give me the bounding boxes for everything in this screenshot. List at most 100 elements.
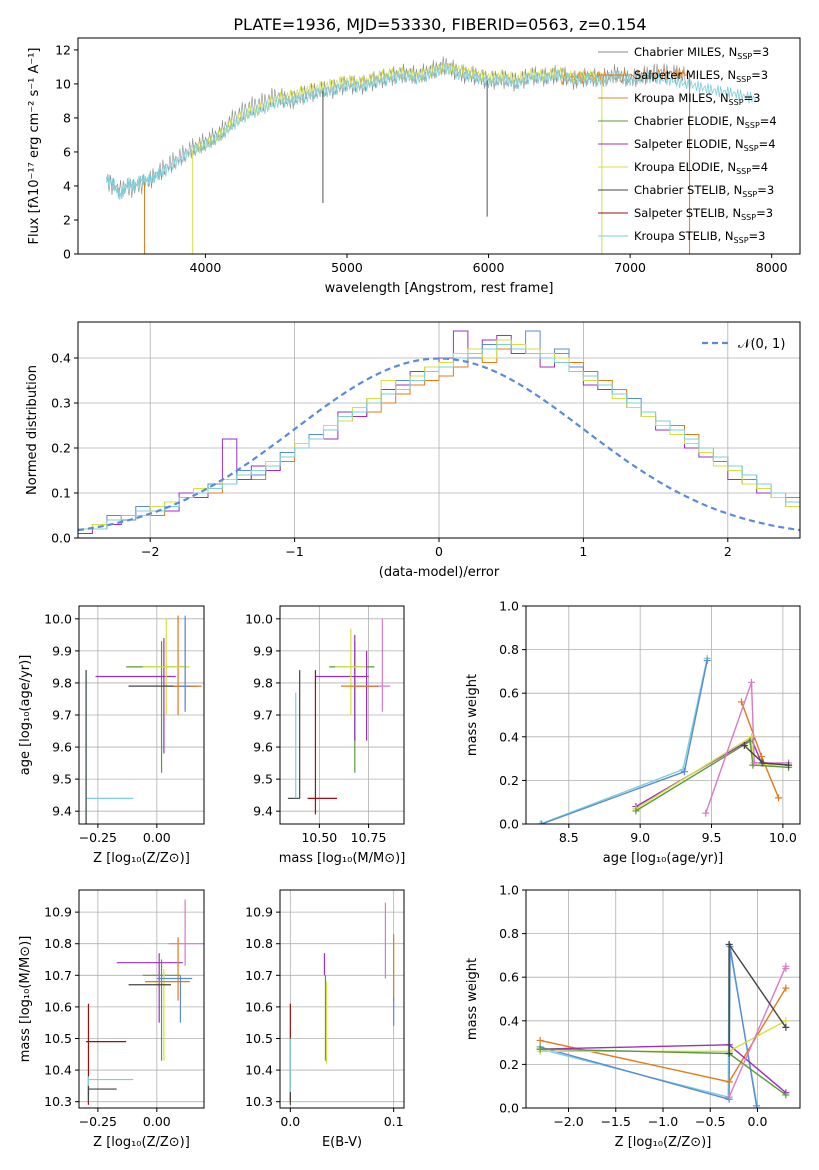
y-tick-label: 10.5 xyxy=(44,1031,72,1046)
y-tick-label: 1.0 xyxy=(499,599,519,614)
figure-title: PLATE=1936, MJD=53330, FIBERID=0563, z=0… xyxy=(233,15,646,34)
plot-area xyxy=(287,618,391,815)
plot-area xyxy=(536,941,790,1108)
legend-label-suffix: =3 xyxy=(749,229,766,243)
y-tick-label: 10.7 xyxy=(245,968,273,983)
weight-marker xyxy=(680,768,688,776)
y-tick-label: 0.0 xyxy=(499,817,519,832)
panels: 4000 5000 6000 7000 8000024681012wavelength … xyxy=(18,37,801,1150)
x-tick-label: 1 xyxy=(579,544,587,559)
weight-series-1 xyxy=(541,660,708,824)
panel-spectrum: 4000 5000 6000 7000 8000 0 2 4 6 8 10 12 wavelength … xyxy=(27,37,801,296)
weight-marker xyxy=(759,759,767,767)
weight-marker xyxy=(753,1102,761,1108)
legend-label: 𝒩(0, 1) xyxy=(738,337,785,352)
x-axis-label: (data-model)/error xyxy=(379,565,500,580)
y-axis-label: mass [log₁₀(M/M⊙)] xyxy=(18,936,33,1063)
y-tick-label: 9.5 xyxy=(253,772,273,787)
axes-frame xyxy=(78,889,205,1109)
y-tick-label: 9.4 xyxy=(52,804,72,819)
y-tick-label: 10.7 xyxy=(44,968,72,983)
x-tick-label: 9.5 xyxy=(702,830,722,845)
legend-label-sub: SSP xyxy=(745,121,760,130)
y-tick-label: 10.9 xyxy=(44,905,72,920)
y-tick-label: 0.0 xyxy=(499,1101,519,1116)
y-tick-label: 9.8 xyxy=(52,675,72,690)
y-tick-label: 0.6 xyxy=(499,686,519,701)
legend-label: Salpeter MILES, NSSP=3 xyxy=(634,68,768,84)
y-tick-label: 9.6 xyxy=(52,740,72,755)
x-axis-label: Z [log₁₀(Z/Z⊙)] xyxy=(93,1135,190,1150)
histogram-series-4 xyxy=(78,344,800,530)
x-tick-label: 7000 xyxy=(614,260,646,275)
x-tick-label: −1 xyxy=(285,544,303,559)
x-axis-label: E(B-V) xyxy=(322,1135,362,1150)
weight-series-0 xyxy=(540,658,708,824)
weight-marker xyxy=(538,820,546,824)
y-tick-label: 9.7 xyxy=(253,708,273,723)
legend-label-suffix: =4 xyxy=(751,160,768,174)
weight-marker xyxy=(725,1093,733,1101)
panel-weight-age: 8.5 9.0 9.5 10.0 0.0 0.2 0.4 0.6 0.8 1.0 age [log₁… xyxy=(465,599,801,866)
y-tick-label: 0.1 xyxy=(51,486,71,501)
panel-age-mass: 10.50 10.75 9.4 9.5 9.6 9.7 9.8 9.9 10.0 mass [lo… xyxy=(245,605,406,866)
legend-label-suffix: =3 xyxy=(744,91,761,105)
axes-frame xyxy=(77,37,801,255)
weight-marker xyxy=(782,964,790,972)
panel-mass-EBV: 0.0 0.1 10.3 10.4 10.5 10.6 10.7 10.8 10.9 E(B-V) xyxy=(245,889,405,1150)
weight-marker xyxy=(536,820,544,824)
weight-marker xyxy=(782,1017,790,1025)
legend-label: Chabrier MILES, NSSP=3 xyxy=(634,45,769,61)
plot-area xyxy=(105,56,757,254)
axes-frame xyxy=(525,605,801,825)
x-tick-label: 2 xyxy=(724,544,732,559)
weight-marker xyxy=(782,1091,790,1099)
y-tick-label: 0.8 xyxy=(499,642,519,657)
weight-marker xyxy=(632,807,640,815)
legend-label-suffix: =3 xyxy=(756,206,773,220)
y-tick-label: 4 xyxy=(63,178,71,193)
y-axis-label: Flux [fλ10⁻¹⁷ erg cm⁻² s⁻¹ A⁻¹] xyxy=(27,48,42,245)
y-tick-label: 10.0 xyxy=(44,611,72,626)
legend-label-sub: SSP xyxy=(744,144,759,153)
y-tick-label: 10 xyxy=(55,76,71,91)
plot-area xyxy=(289,902,395,1105)
y-tick-label: 9.8 xyxy=(253,675,273,690)
y-axis-label: mass weight xyxy=(465,674,480,756)
legend-label: Kroupa STELIB, NSSP=3 xyxy=(634,229,765,245)
y-tick-label: 0 xyxy=(63,247,71,262)
y-tick-label: 8 xyxy=(63,110,71,125)
y-tick-label: 0.6 xyxy=(499,970,519,985)
weight-series-4 xyxy=(635,735,789,810)
y-tick-label: 0.3 xyxy=(51,396,71,411)
x-tick-label: 10.0 xyxy=(769,830,797,845)
x-tick-label: 5000 xyxy=(331,260,363,275)
legend-label-suffix: =3 xyxy=(752,45,769,59)
legend-label-sub: SSP xyxy=(736,167,751,176)
legend-label: Kroupa MILES, NSSP=3 xyxy=(634,91,760,107)
y-tick-label: 10.4 xyxy=(245,1063,273,1078)
y-tick-label: 12 xyxy=(55,42,71,57)
panel-residuals: −2 −1 0 1 2 0.0 0.1 0.2 0.3 0.4 (data-model)/error… xyxy=(25,321,801,580)
x-tick-label: −0.5 xyxy=(695,1114,725,1129)
legend-label: Chabrier STELIB, NSSP=3 xyxy=(634,183,774,199)
normal-curve xyxy=(78,357,800,532)
x-axis-label: mass [log₁₀(M/M⊙)] xyxy=(279,851,406,866)
weight-marker xyxy=(782,984,790,992)
y-tick-label: 10.4 xyxy=(44,1063,72,1078)
y-axis-label: mass weight xyxy=(465,958,480,1040)
x-tick-label: 0.00 xyxy=(143,1114,171,1129)
y-tick-label: 9.4 xyxy=(253,804,273,819)
y-tick-label: 1.0 xyxy=(499,883,519,898)
weight-marker xyxy=(782,1023,790,1031)
y-tick-label: 9.9 xyxy=(253,643,273,658)
x-tick-label: −1.0 xyxy=(648,1114,678,1129)
weight-marker xyxy=(785,761,793,769)
legend-label-sub: SSP xyxy=(737,52,752,61)
plot-area xyxy=(85,615,202,824)
x-axis-label: wavelength [Angstrom, rest frame] xyxy=(325,281,554,296)
weight-marker xyxy=(746,737,754,745)
legend-label-suffix: =3 xyxy=(751,68,768,82)
weight-series-1 xyxy=(540,946,758,1106)
